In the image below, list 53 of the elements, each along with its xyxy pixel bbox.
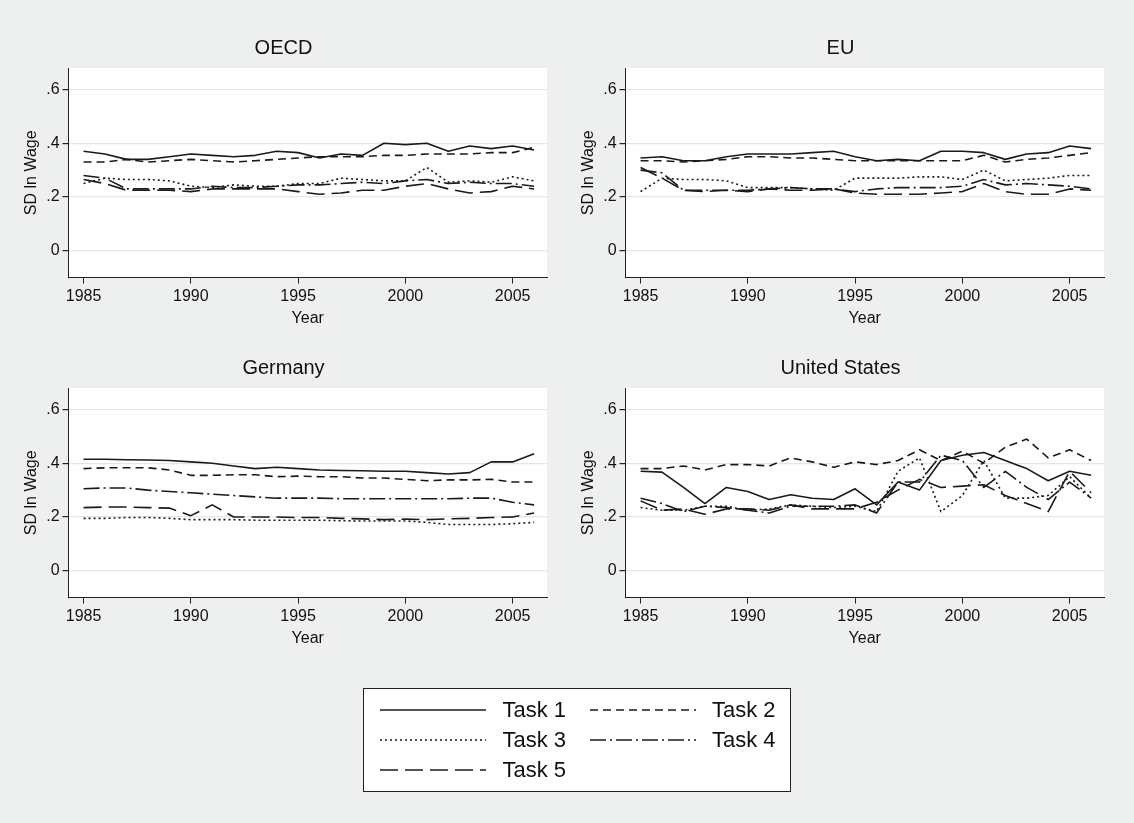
chart-title: OECD — [254, 35, 313, 58]
x-tick-label: 1990 — [730, 606, 766, 624]
y-tick-label: .4 — [603, 453, 617, 471]
y-tick-label: 0 — [607, 561, 617, 579]
y-tick-label: .2 — [603, 507, 617, 525]
y-tick-label: .4 — [46, 453, 60, 471]
x-tick-label: 1985 — [622, 606, 659, 624]
y-tick-label: .4 — [46, 133, 60, 151]
x-tick-label: 2005 — [494, 606, 531, 624]
x-tick-label: 1995 — [280, 286, 317, 304]
legend-label: Task 5 — [502, 757, 566, 783]
chart-title: Germany — [242, 355, 325, 378]
x-tick-label: 1995 — [280, 606, 317, 624]
y-tick-label: 0 — [50, 241, 60, 259]
x-tick-label: 1995 — [837, 606, 874, 624]
y-tick-label: 0 — [50, 561, 60, 579]
y-tick-label: .6 — [46, 399, 60, 417]
y-tick-label: .2 — [46, 507, 60, 525]
x-tick-label: 2005 — [1051, 286, 1088, 304]
chart-title: United States — [780, 355, 901, 378]
y-tick-label: .2 — [603, 187, 617, 205]
x-tick-label: 2005 — [494, 286, 531, 304]
legend-label: Task 1 — [502, 697, 566, 723]
x-tick-label: 1985 — [622, 286, 659, 304]
y-tick-label: .6 — [603, 79, 617, 97]
y-tick-label: .2 — [46, 187, 60, 205]
y-axis-title: SD ln Wage — [22, 130, 40, 216]
chart-title: EU — [826, 35, 855, 58]
x-tick-label: 1990 — [173, 606, 209, 624]
y-axis-title: SD ln Wage — [22, 450, 40, 536]
y-tick-label: .4 — [603, 133, 617, 151]
x-tick-label: 2000 — [944, 286, 981, 304]
x-tick-label: 1995 — [837, 286, 874, 304]
y-tick-label: .6 — [46, 79, 60, 97]
x-tick-label: 2000 — [944, 606, 981, 624]
x-tick-label: 2000 — [387, 286, 424, 304]
y-axis-title: SD ln Wage — [579, 130, 597, 216]
x-tick-label: 1990 — [173, 286, 209, 304]
y-tick-label: .6 — [603, 399, 617, 417]
x-axis-title: Year — [291, 308, 325, 326]
x-tick-label: 2000 — [387, 606, 424, 624]
y-tick-label: 0 — [607, 241, 617, 259]
x-tick-label: 1985 — [65, 606, 102, 624]
x-tick-label: 2005 — [1051, 606, 1088, 624]
x-axis-title: Year — [291, 628, 325, 646]
x-tick-label: 1985 — [65, 286, 102, 304]
x-axis-title: Year — [848, 628, 882, 646]
legend-label: Task 4 — [712, 727, 776, 753]
legend-label: Task 2 — [712, 697, 776, 723]
x-axis-title: Year — [848, 308, 882, 326]
legend-label: Task 3 — [502, 727, 566, 753]
y-axis-title: SD ln Wage — [579, 450, 597, 536]
x-tick-label: 1990 — [730, 286, 766, 304]
